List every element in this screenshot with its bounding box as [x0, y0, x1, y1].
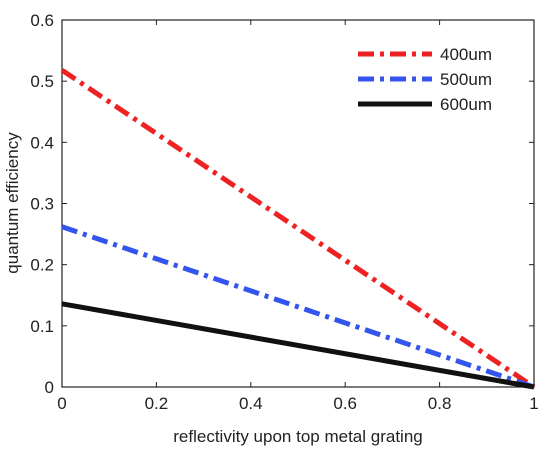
x-tick-label: 1 [529, 394, 538, 413]
series-line-400um [60, 68, 536, 390]
legend: 400um 500um 600um [346, 34, 520, 124]
x-tick-label: 0.8 [428, 394, 452, 413]
series-line-500um [61, 224, 535, 390]
x-tick-label: 0 [57, 394, 66, 413]
legend-label-500um: 500um [440, 70, 492, 89]
y-tick-label: 0.6 [30, 11, 54, 30]
x-axis: 0 0.2 0.4 0.6 0.8 1 [57, 20, 539, 413]
legend-label-600um: 600um [440, 95, 492, 114]
y-tick-label: 0.4 [30, 133, 54, 152]
y-tick-label: 0.2 [30, 256, 54, 275]
x-tick-label: 0.2 [145, 394, 169, 413]
series-line-600um [61, 301, 535, 390]
series-layer [60, 68, 536, 390]
y-axis: 0 0.1 0.2 0.3 0.4 0.5 0.6 [30, 11, 534, 397]
x-axis-label: reflectivity upon top metal grating [173, 427, 422, 446]
x-tick-label: 0.6 [333, 394, 357, 413]
y-tick-label: 0.5 [30, 72, 54, 91]
y-tick-label: 0.3 [30, 195, 54, 214]
legend-box [346, 34, 520, 124]
y-axis-label: quantum efficiency [3, 132, 22, 274]
y-tick-label: 0 [45, 378, 54, 397]
legend-label-400um: 400um [440, 45, 492, 64]
y-tick-label: 0.1 [30, 317, 54, 336]
x-tick-label: 0.4 [239, 394, 263, 413]
